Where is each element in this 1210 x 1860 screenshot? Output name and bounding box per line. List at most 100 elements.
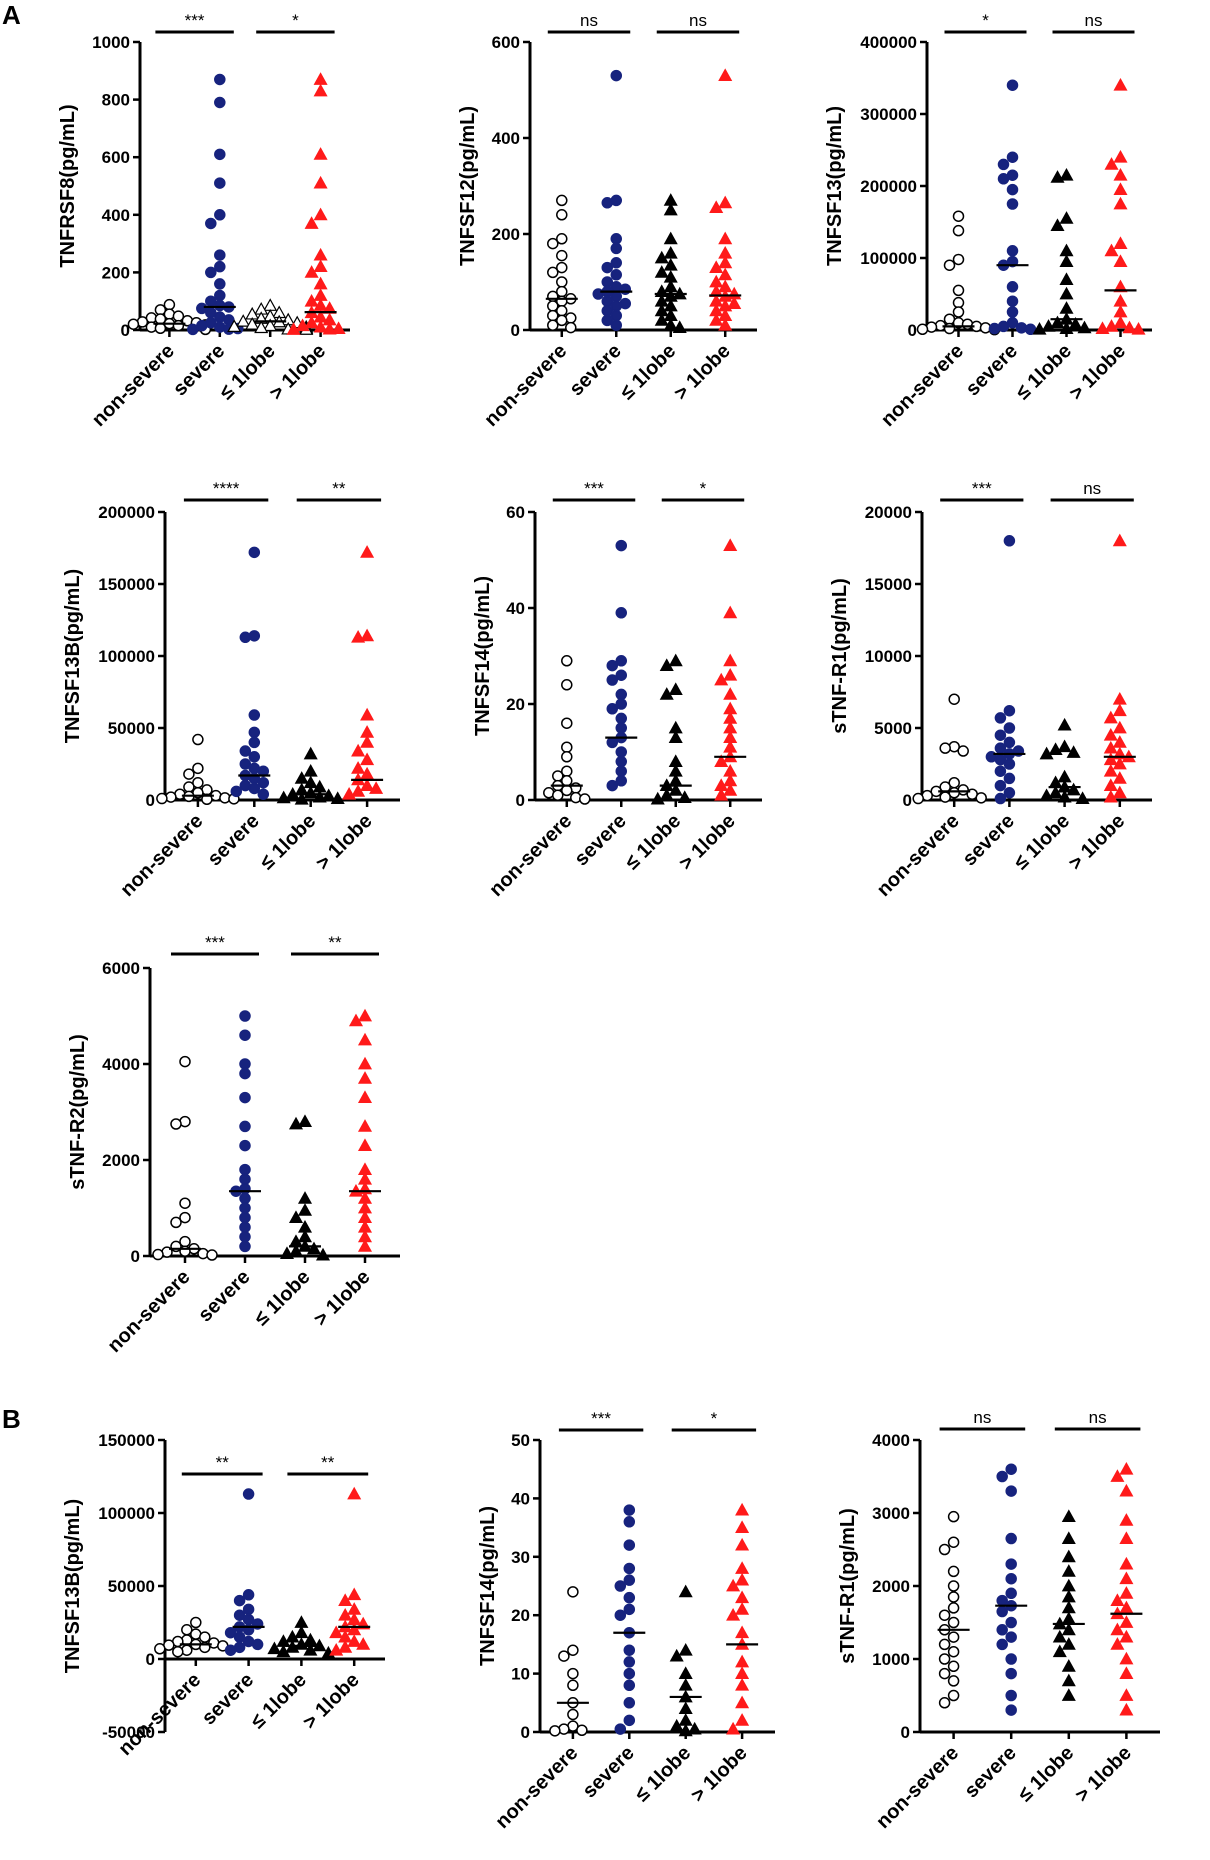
data-point (975, 792, 987, 804)
data-point (735, 1602, 750, 1615)
data-point (997, 173, 1010, 185)
data-point (1113, 293, 1128, 307)
x-tick-label: > 1lobe (1071, 1742, 1136, 1807)
data-point (668, 682, 683, 696)
data-point (263, 318, 278, 332)
y-axis-label: TNFSF14(pg/mL) (472, 576, 494, 736)
data-point (1005, 1689, 1017, 1702)
data-point (1061, 1611, 1076, 1625)
data-point (348, 1013, 364, 1027)
y-tick-label: 60 (506, 503, 525, 522)
data-point (257, 788, 270, 800)
data-point (288, 1243, 304, 1257)
data-point (154, 322, 167, 335)
data-point (556, 233, 568, 245)
data-point (1077, 320, 1092, 334)
data-point (263, 298, 278, 311)
x-tick-label: > 1lobe (310, 1266, 375, 1331)
x-tick-label: severe (570, 810, 630, 870)
data-point (360, 545, 375, 558)
significance-label: ** (216, 1453, 230, 1472)
data-point (623, 1603, 636, 1616)
data-point (615, 539, 628, 552)
data-point (313, 175, 328, 189)
x-tick-label: non-severe (485, 810, 576, 901)
y-tick-label: 50000 (108, 1577, 155, 1596)
data-point (1006, 245, 1019, 257)
data-point (938, 1667, 951, 1680)
data-point (615, 712, 628, 725)
x-tick-label: non-severe (491, 1742, 582, 1833)
data-point (1052, 1644, 1067, 1658)
y-tick-label: 0 (146, 1650, 155, 1669)
significance-label: **** (213, 479, 240, 498)
data-point (172, 319, 185, 332)
data-point (714, 754, 729, 768)
data-point (994, 729, 1007, 741)
data-point (236, 314, 251, 327)
data-point (567, 1708, 579, 1721)
data-point (659, 687, 674, 700)
data-point (714, 672, 729, 686)
data-point (1066, 782, 1081, 796)
chart-8: -50000 0 50000 100000 150000 TNFSF13B(pg/mL) n… (62, 1431, 385, 1760)
data-point (1005, 1616, 1017, 1629)
x-tick-label: non-severe (114, 1669, 205, 1760)
data-point (561, 751, 573, 763)
data-point (947, 1536, 960, 1548)
data-point (1039, 788, 1054, 802)
data-point (610, 319, 623, 331)
data-point (561, 655, 573, 667)
data-point (304, 216, 319, 229)
data-point (251, 1638, 264, 1651)
data-point (286, 322, 301, 335)
data-point (615, 688, 628, 701)
data-point (294, 1625, 309, 1639)
data-point (295, 318, 310, 332)
y-tick-label: 100000 (98, 647, 155, 666)
data-point (313, 259, 328, 273)
x-tick-label: ≤ 1lobe (616, 340, 680, 404)
data-point (558, 1650, 570, 1662)
y-tick-label: 0 (521, 1723, 530, 1742)
data-point (623, 1714, 636, 1727)
data-point (239, 1010, 251, 1022)
data-point (623, 1656, 636, 1668)
data-point (329, 1643, 344, 1656)
data-point (687, 1721, 702, 1735)
data-point (239, 1240, 251, 1253)
data-point (947, 1675, 960, 1687)
data-point (1041, 319, 1056, 332)
data-point (172, 1645, 184, 1658)
data-point (718, 317, 733, 331)
data-point (718, 68, 733, 82)
y-axis-label: TNFSF13B(pg/mL) (62, 1499, 84, 1673)
y-tick-label: 0 (901, 1723, 910, 1742)
data-point (338, 1593, 353, 1607)
data-point (239, 631, 252, 644)
data-point (957, 745, 969, 757)
y-tick-label: 40 (511, 1489, 530, 1508)
data-point (279, 1246, 295, 1260)
panel-letter-b: B (2, 1404, 21, 1434)
data-point (288, 1116, 304, 1130)
data-point (606, 659, 619, 672)
data-point (1057, 789, 1072, 803)
data-point (1119, 1461, 1134, 1475)
y-tick-label: 150000 (98, 1431, 155, 1450)
y-tick-label: 1000 (92, 33, 130, 52)
x-tick-label: ≤ 1lobe (250, 1266, 314, 1330)
data-point (1003, 787, 1016, 799)
data-point (947, 1591, 960, 1603)
chart-6: 0 5000 10000 15000 20000 sTNF-R1(pg/mL) non-se… (829, 479, 1152, 901)
data-point (156, 792, 168, 805)
data-point (239, 1058, 251, 1070)
data-point (939, 791, 951, 803)
data-point (304, 265, 319, 278)
data-point (668, 653, 683, 667)
data-point (1005, 1631, 1017, 1643)
data-point (1104, 243, 1119, 257)
x-tick-label: > 1lobe (670, 340, 735, 405)
data-point (1061, 1673, 1076, 1687)
data-point (735, 1678, 750, 1691)
